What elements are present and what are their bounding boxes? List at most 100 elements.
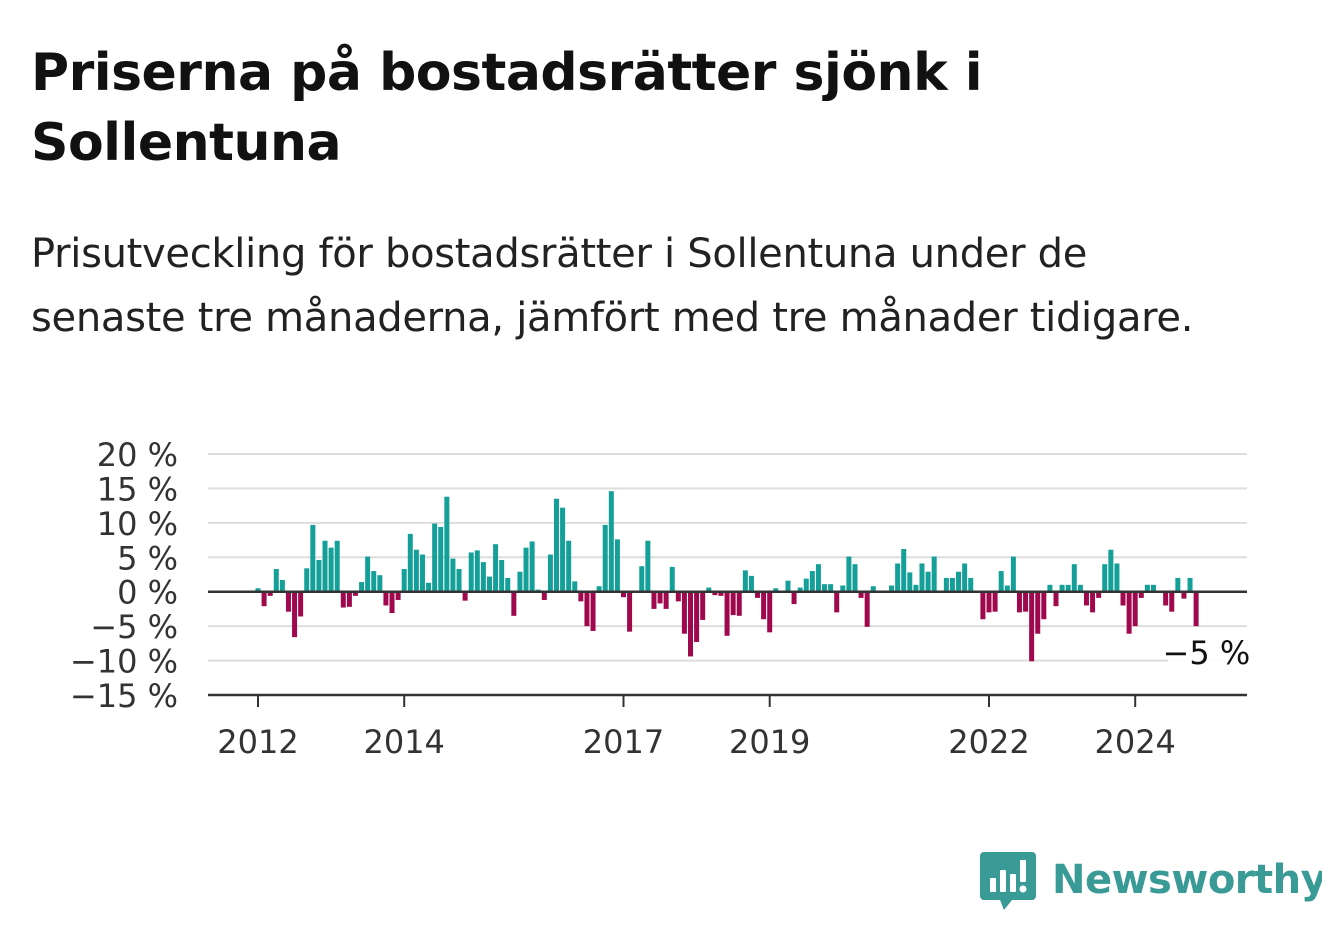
bar xyxy=(456,568,462,592)
bar xyxy=(773,588,779,592)
bar xyxy=(748,575,754,592)
bar xyxy=(566,540,572,592)
bar xyxy=(572,581,578,592)
bar xyxy=(755,591,761,598)
bar xyxy=(639,566,645,592)
bar xyxy=(943,577,949,592)
bar xyxy=(468,552,474,592)
bar xyxy=(730,591,736,616)
bar xyxy=(968,577,974,592)
bar xyxy=(621,591,626,598)
x-tick-label: 2024 xyxy=(1094,723,1175,761)
bar xyxy=(1169,591,1175,612)
bar xyxy=(1059,584,1065,592)
bar xyxy=(560,507,566,592)
x-tick-label: 2014 xyxy=(363,723,444,761)
bar xyxy=(688,591,694,657)
bar xyxy=(822,584,828,592)
bar xyxy=(1053,591,1059,607)
x-tick-label: 2017 xyxy=(583,723,664,761)
bar xyxy=(261,591,267,607)
bar xyxy=(992,591,998,612)
bar xyxy=(486,576,492,592)
bar xyxy=(767,591,773,633)
bar xyxy=(1077,584,1083,592)
bar xyxy=(1175,577,1181,592)
bar xyxy=(292,591,298,638)
bar xyxy=(907,572,913,592)
bar xyxy=(395,591,401,600)
bar xyxy=(1193,591,1199,627)
bar xyxy=(1083,591,1089,606)
bar xyxy=(1144,584,1150,592)
y-tick-label: −5 % xyxy=(90,608,178,646)
bar xyxy=(279,580,285,592)
bar xyxy=(895,563,901,592)
y-tick-label: −15 % xyxy=(70,677,178,715)
bar xyxy=(1016,591,1022,613)
chart-subtitle: Prisutveckling för bostadsrätter i Solle… xyxy=(31,231,1194,341)
bar xyxy=(1126,591,1132,634)
bar xyxy=(596,586,602,592)
bar xyxy=(419,554,425,592)
bar xyxy=(712,591,718,596)
bar xyxy=(432,523,438,592)
bar xyxy=(285,591,291,612)
bar xyxy=(602,524,608,592)
bar xyxy=(675,591,681,602)
bar xyxy=(736,591,742,616)
bar xyxy=(956,571,962,592)
bar xyxy=(949,577,955,592)
bar xyxy=(1010,556,1016,592)
bar xyxy=(334,540,340,592)
value-label-background xyxy=(1168,634,1259,675)
bar xyxy=(614,539,620,592)
bar xyxy=(742,570,748,592)
bar xyxy=(511,591,517,616)
bar xyxy=(1132,591,1138,627)
chart-title: Priserna på bostadsrätter sjönk i Sollen… xyxy=(31,43,983,173)
bar xyxy=(346,591,352,607)
bar xyxy=(858,591,864,598)
bar xyxy=(541,591,547,600)
bar xyxy=(401,568,407,592)
x-tick-label: 2012 xyxy=(217,723,298,761)
bar xyxy=(889,585,895,592)
bar xyxy=(980,591,986,620)
newsworthy-logo-icon xyxy=(980,852,1036,910)
bar xyxy=(328,547,334,592)
bar xyxy=(578,591,584,602)
bar xyxy=(426,582,432,592)
bar xyxy=(840,585,846,592)
bar xyxy=(998,571,1004,592)
bar xyxy=(651,591,657,609)
bar xyxy=(901,549,907,592)
bar xyxy=(523,547,529,592)
bar xyxy=(1065,584,1071,592)
bar xyxy=(352,591,358,596)
bar xyxy=(1023,591,1029,612)
bar xyxy=(1041,591,1047,620)
bar xyxy=(663,591,669,609)
bar xyxy=(815,564,821,592)
bar xyxy=(925,571,931,592)
newsworthy-logo: Newsworthy xyxy=(978,848,1322,912)
bar xyxy=(846,556,852,592)
bar xyxy=(438,526,444,592)
bar xyxy=(1071,564,1077,592)
bar xyxy=(761,591,767,620)
bar xyxy=(383,591,389,606)
brand-name: Newsworthy xyxy=(1052,857,1322,903)
bar xyxy=(413,549,419,592)
bar xyxy=(870,586,876,592)
bar xyxy=(480,562,486,592)
bar xyxy=(931,556,937,592)
bar xyxy=(310,524,316,592)
bar xyxy=(1096,591,1102,598)
bar xyxy=(657,591,663,604)
y-tick-label: 0 % xyxy=(117,574,178,612)
bar xyxy=(809,571,815,592)
bar xyxy=(1035,591,1041,634)
bar xyxy=(1029,591,1035,662)
bar xyxy=(724,591,730,636)
